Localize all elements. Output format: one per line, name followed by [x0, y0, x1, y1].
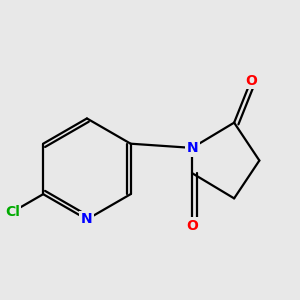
- Text: O: O: [245, 74, 257, 88]
- Text: O: O: [186, 219, 198, 233]
- Text: Cl: Cl: [5, 205, 20, 219]
- Text: N: N: [81, 212, 93, 226]
- Text: N: N: [186, 141, 198, 155]
